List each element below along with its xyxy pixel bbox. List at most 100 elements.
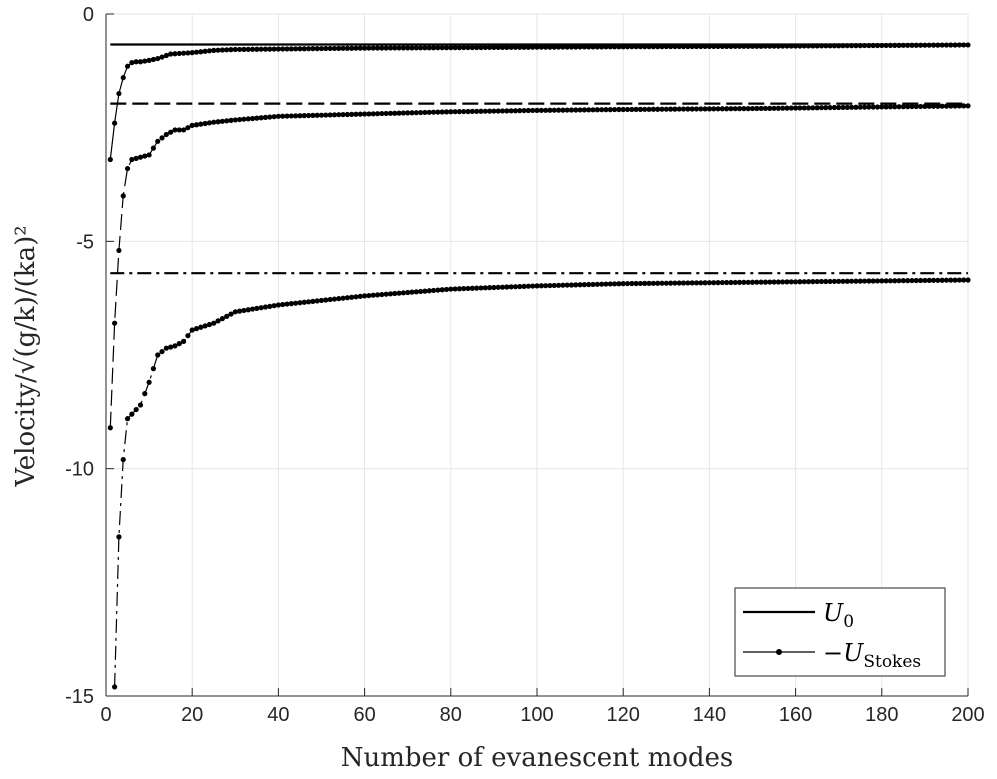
data-point <box>698 106 704 112</box>
data-point <box>870 42 876 49</box>
data-point <box>538 107 544 113</box>
data-point <box>176 341 182 347</box>
data-point <box>249 115 256 122</box>
data-point <box>137 402 144 408</box>
data-point <box>465 44 471 51</box>
data-point <box>448 286 454 292</box>
data-point <box>586 107 592 113</box>
data-point <box>551 44 557 50</box>
data-point <box>172 127 178 133</box>
data-point <box>568 107 575 113</box>
data-point <box>810 105 816 111</box>
data-point <box>435 287 441 293</box>
data-point <box>271 114 277 120</box>
data-point <box>504 44 510 50</box>
data-point <box>370 111 376 117</box>
data-point <box>793 279 799 285</box>
data-point <box>917 277 924 284</box>
data-point <box>336 45 342 51</box>
data-point <box>137 59 144 65</box>
data-point <box>836 278 842 284</box>
data-point <box>874 42 881 49</box>
data-point <box>383 291 389 297</box>
data-point <box>362 293 368 299</box>
data-point <box>176 127 182 133</box>
data-point <box>284 301 290 307</box>
data-point <box>840 278 846 284</box>
data-point <box>935 277 941 283</box>
data-point <box>629 44 635 50</box>
data-point <box>547 44 553 50</box>
data-point <box>706 280 713 286</box>
data-point <box>288 46 294 52</box>
data-point <box>258 115 264 121</box>
x-tick-label: 40 <box>267 704 289 726</box>
data-point <box>728 106 734 112</box>
data-point <box>486 44 493 51</box>
data-point <box>581 282 588 288</box>
data-point <box>219 118 225 124</box>
data-point <box>146 152 152 158</box>
data-point <box>788 279 794 285</box>
data-point <box>680 106 687 112</box>
data-point <box>655 106 661 112</box>
data-point <box>189 122 195 128</box>
data-point <box>379 291 385 298</box>
data-point <box>314 298 320 304</box>
data-point <box>887 104 894 110</box>
data-point <box>193 326 200 332</box>
data-point <box>383 110 389 117</box>
data-point <box>254 115 260 121</box>
data-point <box>249 46 256 52</box>
data-point <box>762 105 769 112</box>
data-point <box>219 47 225 53</box>
data-point <box>379 110 385 117</box>
data-point <box>905 104 911 110</box>
data-point <box>939 42 945 48</box>
data-point <box>672 280 678 286</box>
data-point <box>508 108 514 114</box>
data-point <box>409 45 415 51</box>
data-point <box>422 288 428 294</box>
data-point <box>650 280 656 286</box>
data-point <box>159 54 165 60</box>
data-point <box>474 285 480 291</box>
data-point <box>616 106 622 113</box>
data-point <box>749 43 756 49</box>
data-point <box>762 279 769 285</box>
data-point <box>659 106 665 112</box>
data-point <box>715 43 721 50</box>
data-point <box>564 107 570 113</box>
data-point <box>232 46 238 53</box>
data-point <box>805 43 812 49</box>
data-point <box>185 125 191 131</box>
data-point <box>668 280 674 286</box>
legend-label-subscript: 0 <box>843 612 854 632</box>
data-point <box>366 292 372 299</box>
data-point <box>879 278 885 284</box>
data-point <box>387 110 394 116</box>
data-point <box>719 43 725 49</box>
data-point <box>965 42 971 48</box>
data-point <box>469 285 475 291</box>
data-point <box>689 43 695 50</box>
data-point <box>318 45 325 52</box>
data-point <box>749 279 756 285</box>
data-point <box>422 45 428 51</box>
data-point <box>801 105 807 111</box>
data-point <box>206 321 213 328</box>
data-point <box>805 279 812 285</box>
data-point <box>581 107 588 113</box>
data-point <box>129 60 135 66</box>
data-point <box>594 107 600 113</box>
data-point <box>672 106 678 112</box>
data-point <box>137 154 144 160</box>
data-point <box>482 108 488 114</box>
data-point <box>349 294 355 300</box>
data-point <box>525 107 531 114</box>
data-point <box>340 295 346 301</box>
data-point <box>508 284 514 290</box>
data-point <box>844 104 850 110</box>
data-point <box>219 316 225 322</box>
data-point <box>150 366 157 372</box>
